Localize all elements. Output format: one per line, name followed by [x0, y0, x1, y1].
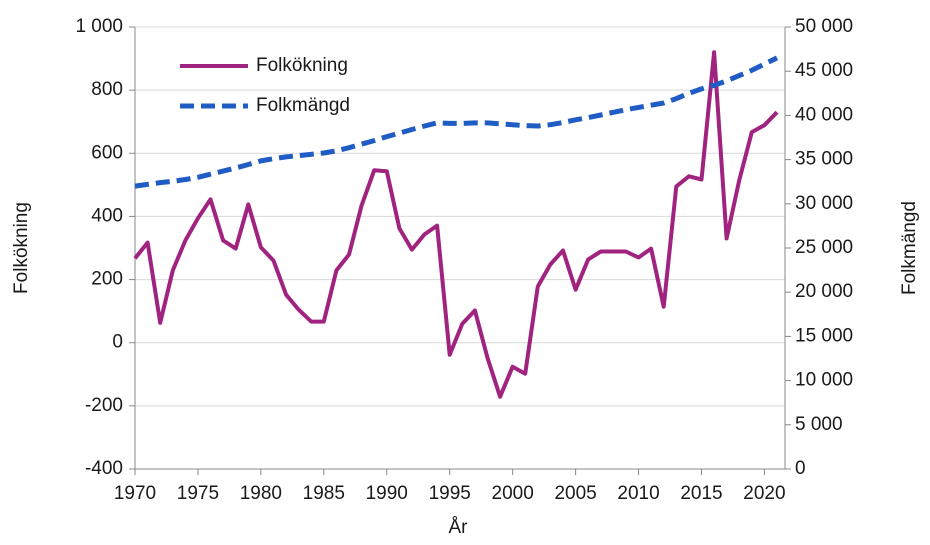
- x-tick-label: 2020: [743, 483, 785, 504]
- legend-label: Folkökning: [256, 55, 348, 76]
- y-tick-label: 200: [91, 269, 123, 290]
- y-tick-label: 600: [91, 142, 123, 163]
- x-tick-label: 2005: [554, 483, 596, 504]
- x-tick-label: 1985: [303, 483, 345, 504]
- series-line: [133, 50, 779, 399]
- x-tick-label: 1975: [177, 483, 219, 504]
- y2-tick-label: 45 000: [795, 60, 853, 81]
- x-tick-label: 1995: [429, 483, 471, 504]
- y-tick-label: 400: [91, 205, 123, 226]
- y2-tick-label: 35 000: [795, 149, 853, 170]
- x-axis-label: År: [449, 517, 469, 538]
- y2-axis-label: Folkmängd: [899, 201, 920, 295]
- y-tick-label: 0: [112, 332, 123, 353]
- y2-tick-label: 40 000: [795, 104, 853, 125]
- y-tick-label: 800: [91, 79, 123, 100]
- x-tick-label: 2010: [617, 483, 659, 504]
- y2-tick-label: 0: [795, 458, 806, 479]
- y2-tick-label: 50 000: [795, 16, 853, 37]
- x-tick-label: 1990: [366, 483, 408, 504]
- y2-tick-label: 20 000: [795, 281, 853, 302]
- x-tick-label: 2015: [680, 483, 722, 504]
- y-axis-label: Folkökning: [11, 202, 32, 294]
- y2-tick-label: 25 000: [795, 237, 853, 258]
- y-tick-label: -200: [85, 395, 123, 416]
- x-tick-label: 1970: [114, 483, 156, 504]
- series-line: [134, 55, 779, 189]
- y2-tick-label: 5 000: [795, 414, 843, 435]
- legend-label: Folkmängd: [256, 95, 350, 116]
- y-tick-label: 1 000: [75, 16, 123, 37]
- y2-tick-label: 10 000: [795, 370, 853, 391]
- x-tick-label: 1980: [240, 483, 282, 504]
- y2-tick-label: 15 000: [795, 325, 853, 346]
- x-tick-label: 2000: [492, 483, 534, 504]
- y-tick-label: -400: [85, 458, 123, 479]
- y2-tick-label: 30 000: [795, 193, 853, 214]
